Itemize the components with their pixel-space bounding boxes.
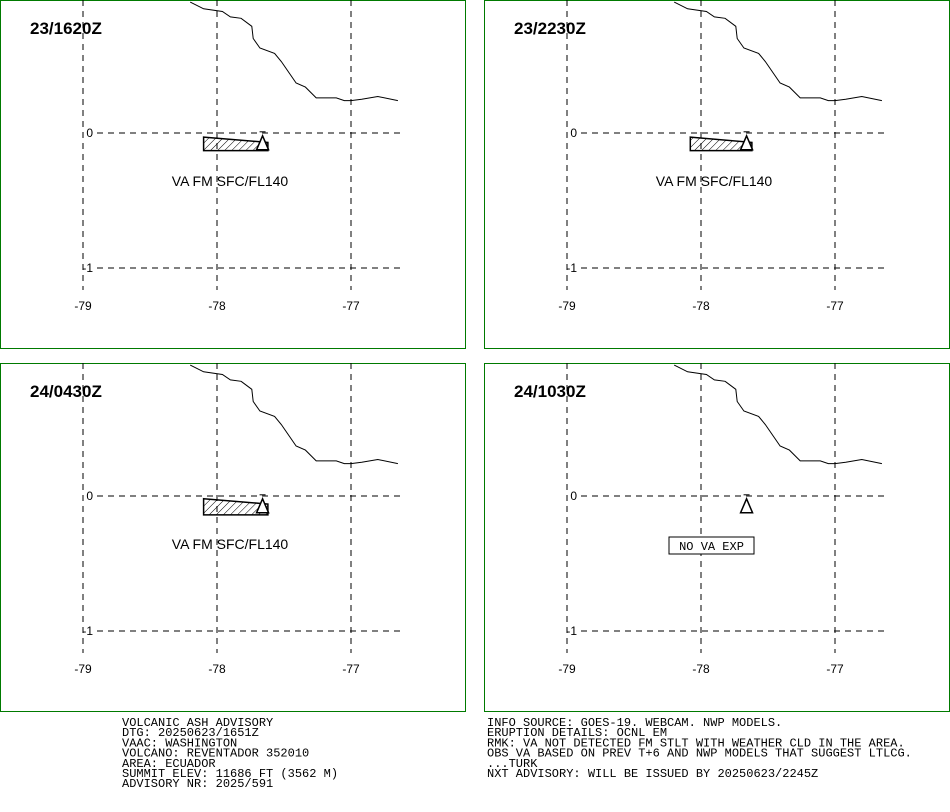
panel-valid-time: 23/1620Z — [30, 19, 102, 38]
advisory-line: INFO SOURCE: GOES-19. WEBCAM. NWP MODELS… — [487, 716, 782, 730]
longitude-tick-label: -77 — [342, 299, 360, 313]
longitude-tick-label: -79 — [558, 299, 576, 313]
longitude-tick-label: -78 — [692, 299, 710, 313]
advisory-line: VOLCANO: REVENTADOR 352010 — [122, 747, 309, 761]
coastline — [673, 1, 882, 102]
forecast-panel: -79 -78 -77 0 -1 24/1030Z NO VA EXP — [484, 363, 950, 712]
advisory-line: OBS VA BASED ON PREV T+6 AND NWP MODELS … — [487, 747, 912, 761]
volcano-triangle-icon — [255, 131, 270, 151]
coastline — [189, 1, 398, 102]
volcano-triangle-icon — [255, 494, 270, 514]
forecast-panel: -79 -78 -77 0 -1 24/0430Z VA FM SFC/FL140 — [0, 363, 466, 712]
longitude-tick-label: -78 — [208, 299, 226, 313]
forecast-panel: -79 -78 -77 0 -1 23/1620Z VA FM SFC/FL140 — [0, 0, 466, 349]
coastline — [673, 364, 882, 465]
latitude-tick-label: -1 — [566, 261, 577, 275]
latitude-tick-label: 0 — [86, 489, 93, 503]
latitude-tick-label: 0 — [570, 489, 577, 503]
no-va-box — [668, 536, 755, 555]
volcano-triangle-icon — [739, 131, 754, 151]
latitude-tick-label: -1 — [82, 261, 93, 275]
advisory-line: NXT ADVISORY: WILL BE ISSUED BY 20250623… — [487, 767, 818, 781]
coastline — [189, 364, 398, 465]
longitude-tick-label: -77 — [826, 662, 844, 676]
longitude-tick-label: -77 — [826, 299, 844, 313]
ash-cloud-polygon — [202, 497, 269, 516]
longitude-tick-label: -77 — [342, 662, 360, 676]
advisory-line: ...TURK — [487, 757, 538, 771]
va-level-label: VA FM SFC/FL140 — [656, 173, 773, 189]
ash-cloud-polygon — [202, 136, 269, 152]
advisory-line: DTG: 20250623/1651Z — [122, 726, 259, 740]
advisory-line: ERUPTION DETAILS: OCNL EM — [487, 726, 667, 740]
latitude-tick-label: -1 — [82, 624, 93, 638]
longitude-tick-label: -79 — [74, 299, 92, 313]
advisory-line: VAAC: WASHINGTON — [122, 736, 237, 750]
ash-cloud-polygon — [689, 136, 753, 152]
va-level-label: VA FM SFC/FL140 — [172, 173, 289, 189]
advisory-line: RMK: VA NOT DETECTED FM STLT WITH WEATHE… — [487, 736, 905, 750]
advisory-line: SUMMIT ELEV: 11686 FT (3562 M) — [122, 767, 338, 781]
latitude-tick-label: -1 — [566, 624, 577, 638]
panel-valid-time: 24/0430Z — [30, 382, 102, 401]
longitude-tick-label: -79 — [558, 662, 576, 676]
latitude-tick-label: 0 — [86, 126, 93, 140]
panel-valid-time: 24/1030Z — [514, 382, 586, 401]
latitude-tick-label: 0 — [570, 126, 577, 140]
advisory-details-block: INFO SOURCE: GOES-19. WEBCAM. NWP MODELS… — [487, 716, 912, 781]
panel-frame — [0, 0, 466, 349]
longitude-tick-label: -78 — [208, 662, 226, 676]
panel-valid-time: 23/2230Z — [514, 19, 586, 38]
panel-frame — [0, 363, 466, 712]
volcano-triangle-icon — [739, 494, 754, 514]
advisory-line: VOLCANIC ASH ADVISORY — [122, 716, 273, 730]
advisory-line: AREA: ECUADOR — [122, 757, 216, 771]
forecast-panel: -79 -78 -77 0 -1 23/2230Z VA FM SFC/FL140 — [484, 0, 950, 349]
advisory-line: ADVISORY NR: 2025/591 — [122, 777, 273, 791]
longitude-tick-label: -79 — [74, 662, 92, 676]
no-va-label: NO VA EXP — [679, 540, 744, 554]
va-level-label: VA FM SFC/FL140 — [172, 536, 289, 552]
longitude-tick-label: -78 — [692, 662, 710, 676]
